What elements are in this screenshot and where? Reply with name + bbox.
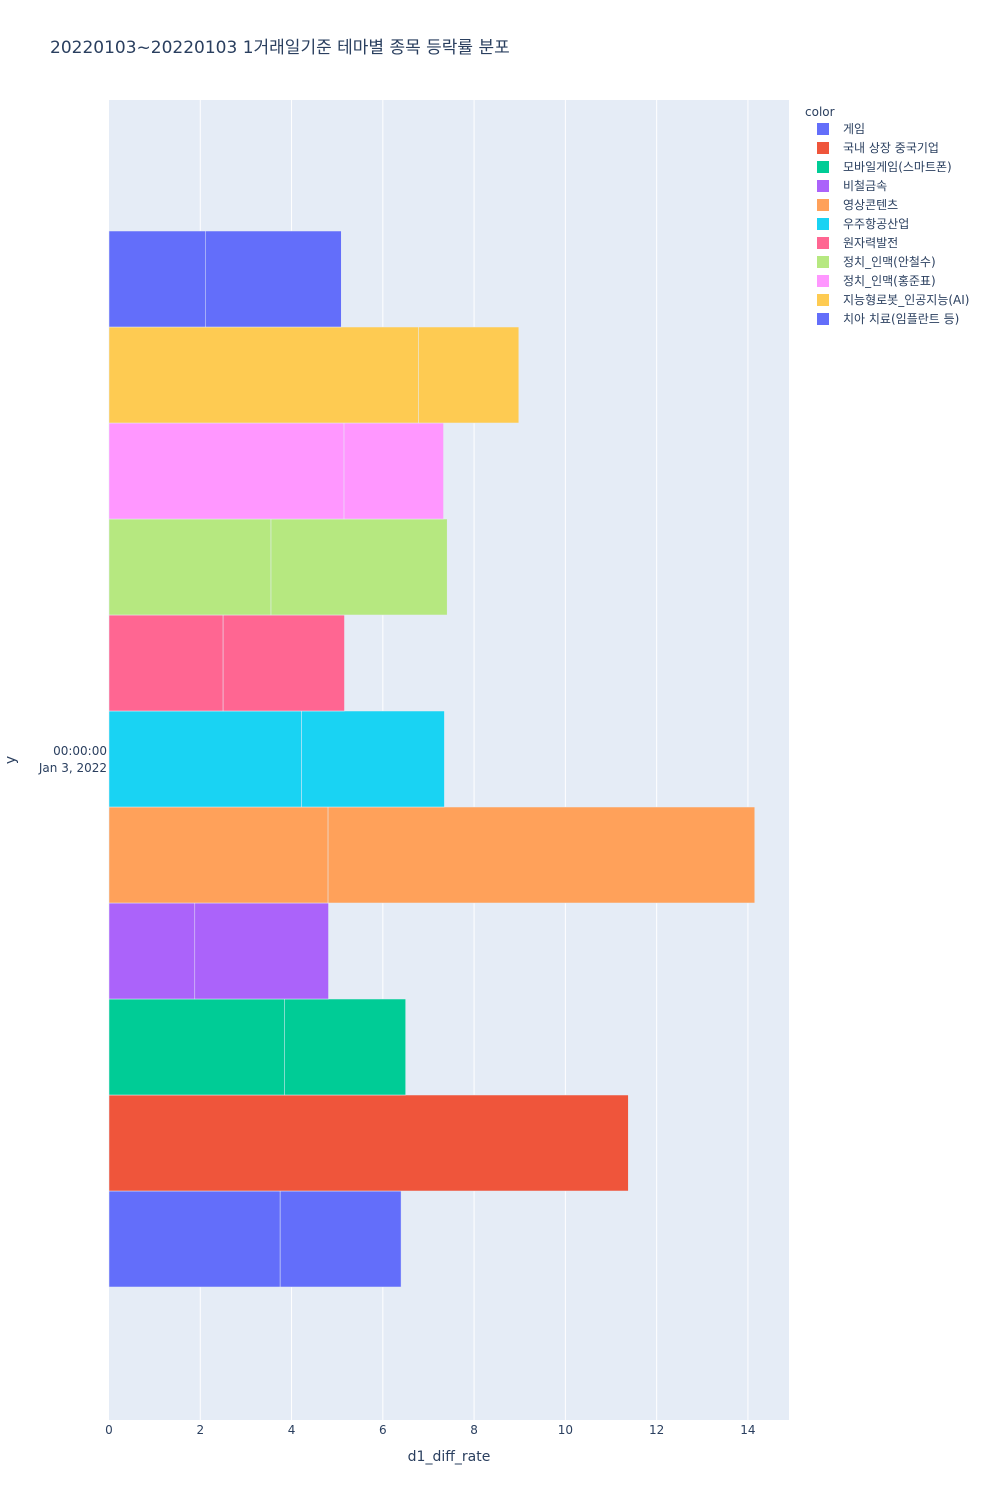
bar-1-segment-0[interactable] (108, 1094, 629, 1192)
bar-8-segment-0[interactable] (108, 422, 345, 520)
x-axis-ticks: 0 2 4 6 8 10 12 14 (105, 1423, 755, 1437)
y-tick-label-date: Jan 3, 2022 (38, 761, 107, 775)
y-tick-label-time: 00:00:00 (53, 744, 107, 758)
legend-item-1[interactable]: 국내 상장 중국기업 (843, 141, 939, 155)
x-tick-label-2: 2 (196, 1423, 204, 1437)
legend-swatch-7[interactable] (817, 256, 829, 268)
bar-6-segment-1[interactable] (222, 614, 345, 712)
bar-8-segment-1[interactable] (343, 422, 444, 520)
legend-swatch-8[interactable] (817, 275, 829, 287)
legend-swatch-0[interactable] (817, 123, 829, 135)
legend-swatch-6[interactable] (817, 237, 829, 249)
bar-9-segment-0[interactable] (108, 326, 419, 424)
x-tick-label-12: 12 (649, 1423, 664, 1437)
bars[interactable] (108, 230, 756, 1288)
legend-item-4[interactable]: 영상콘텐츠 (843, 198, 898, 212)
legend-item-6[interactable]: 원자력발전 (843, 236, 898, 250)
bar-3-segment-0[interactable] (108, 902, 196, 1000)
bar-2-segment-1[interactable] (284, 998, 406, 1096)
x-tick-label-0: 0 (105, 1423, 113, 1437)
legend-swatch-5[interactable] (817, 218, 829, 230)
bar-0-segment-1[interactable] (279, 1190, 402, 1288)
legend-swatch-10[interactable] (817, 313, 829, 325)
bar-4-segment-1[interactable] (327, 806, 756, 904)
legend-swatch-3[interactable] (817, 180, 829, 192)
bar-9-segment-1[interactable] (418, 326, 520, 424)
legend-item-2[interactable]: 모바일게임(스마트폰) (843, 160, 952, 174)
legend-swatch-1[interactable] (817, 142, 829, 154)
x-tick-label-8: 8 (470, 1423, 478, 1437)
bar-10-segment-0[interactable] (108, 230, 207, 328)
x-tick-label-10: 10 (558, 1423, 573, 1437)
bar-10-segment-1[interactable] (205, 230, 342, 328)
bar-4-segment-0[interactable] (108, 806, 329, 904)
bar-7-segment-1[interactable] (270, 518, 448, 616)
bar-2-segment-0[interactable] (108, 998, 285, 1096)
legend-item-10[interactable]: 치아 치료(임플란트 등) (843, 312, 959, 326)
bar-6-segment-0[interactable] (108, 614, 224, 712)
legend-item-3[interactable]: 비철금속 (843, 179, 887, 193)
bar-0-segment-0[interactable] (108, 1190, 281, 1288)
bar-5-segment-1[interactable] (301, 710, 445, 808)
legend-item-0[interactable]: 게임 (843, 122, 865, 136)
bar-5-segment-0[interactable] (108, 710, 302, 808)
x-axis-title: d1_diff_rate (408, 1449, 491, 1465)
legend-item-7[interactable]: 정치_인맥(안철수) (843, 255, 936, 269)
bar-3-segment-1[interactable] (194, 902, 329, 1000)
legend-item-9[interactable]: 지능형로봇_인공지능(AI) (843, 293, 969, 307)
legend-swatch-2[interactable] (817, 161, 829, 173)
y-axis-title: y (3, 756, 19, 764)
x-tick-label-6: 6 (379, 1423, 387, 1437)
legend-item-8[interactable]: 정치_인맥(홍준표) (843, 274, 936, 288)
x-tick-label-4: 4 (288, 1423, 296, 1437)
legend-swatch-4[interactable] (817, 199, 829, 211)
legend-swatch-9[interactable] (817, 294, 829, 306)
legend-title: color (805, 105, 835, 119)
legend-item-5[interactable]: 우주항공산업 (843, 217, 909, 231)
chart-title: 20220103~20220103 1거래일기준 테마별 종목 등락률 분포 (50, 38, 510, 58)
x-tick-label-14: 14 (740, 1423, 755, 1437)
bar-7-segment-0[interactable] (108, 518, 272, 616)
